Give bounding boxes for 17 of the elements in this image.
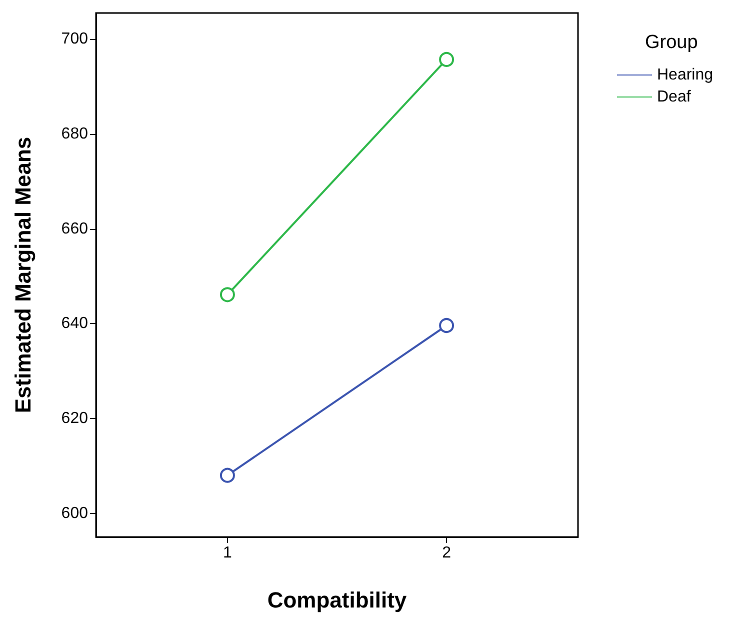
x-axis-title: Compatibility: [267, 588, 408, 612]
legend-label: Deaf: [657, 88, 692, 106]
x-tick-label: 2: [442, 544, 452, 562]
point: [439, 52, 454, 67]
point: [220, 287, 235, 302]
x-tick-label: 1: [223, 544, 232, 562]
y-tick-label: 680: [61, 125, 88, 142]
y-tick-label: 660: [61, 220, 88, 238]
y-tick-label: 620: [61, 410, 88, 427]
legend-title: Group: [645, 32, 698, 53]
point: [439, 318, 454, 333]
y-tick-label: 700: [61, 30, 88, 48]
y-tick-label: 600: [61, 504, 88, 522]
legend-label: Hearing: [657, 66, 714, 84]
y-axis-title: Estimated Marginal Means: [10, 136, 36, 414]
point: [220, 468, 235, 483]
y-tick-label: 640: [61, 315, 88, 332]
